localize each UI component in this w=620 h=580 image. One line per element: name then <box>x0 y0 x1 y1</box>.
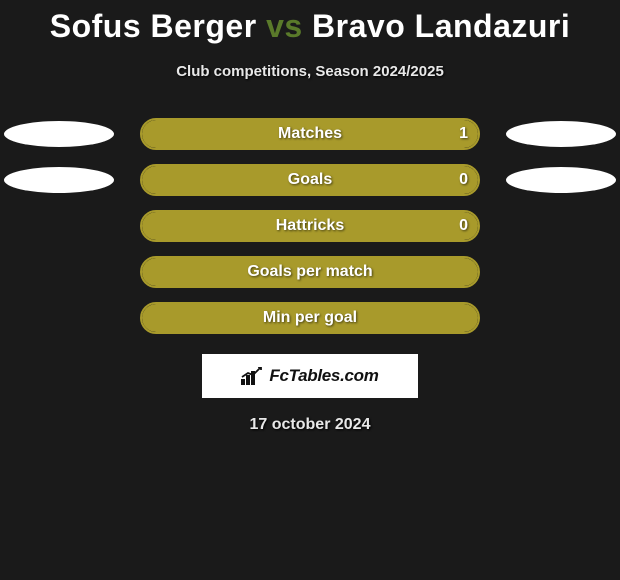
stat-bar: Hattricks0 <box>140 210 480 242</box>
vs-label: vs <box>266 8 303 44</box>
stat-row: Matches1 <box>0 118 620 150</box>
left-value-ellipse <box>4 167 114 193</box>
left-value-ellipse <box>4 121 114 147</box>
stat-value-right: 0 <box>459 166 468 194</box>
stat-row: Min per goal <box>0 302 620 334</box>
stat-label: Min per goal <box>142 304 478 332</box>
brand-text: FcTables.com <box>269 366 378 386</box>
subtitle: Club competitions, Season 2024/2025 <box>0 63 620 80</box>
right-value-ellipse <box>506 167 616 193</box>
comparison-title: Sofus Berger vs Bravo Landazuri <box>0 0 620 45</box>
stat-value-right: 0 <box>459 212 468 240</box>
stat-row: Goals0 <box>0 164 620 196</box>
stat-label: Hattricks <box>142 212 478 240</box>
stat-label: Goals <box>142 166 478 194</box>
stat-label: Goals per match <box>142 258 478 286</box>
stat-bar: Goals per match <box>140 256 480 288</box>
stat-row: Goals per match <box>0 256 620 288</box>
stat-bar: Matches1 <box>140 118 480 150</box>
player1-name: Sofus Berger <box>50 8 257 44</box>
chart-icon <box>241 367 263 385</box>
stat-row: Hattricks0 <box>0 210 620 242</box>
stats-container: Matches1Goals0Hattricks0Goals per matchM… <box>0 118 620 334</box>
brand-box: FcTables.com <box>202 354 418 398</box>
stat-bar: Min per goal <box>140 302 480 334</box>
stat-bar: Goals0 <box>140 164 480 196</box>
player2-name: Bravo Landazuri <box>312 8 570 44</box>
right-value-ellipse <box>506 121 616 147</box>
stat-value-right: 1 <box>459 120 468 148</box>
stat-label: Matches <box>142 120 478 148</box>
date-label: 17 october 2024 <box>0 416 620 434</box>
